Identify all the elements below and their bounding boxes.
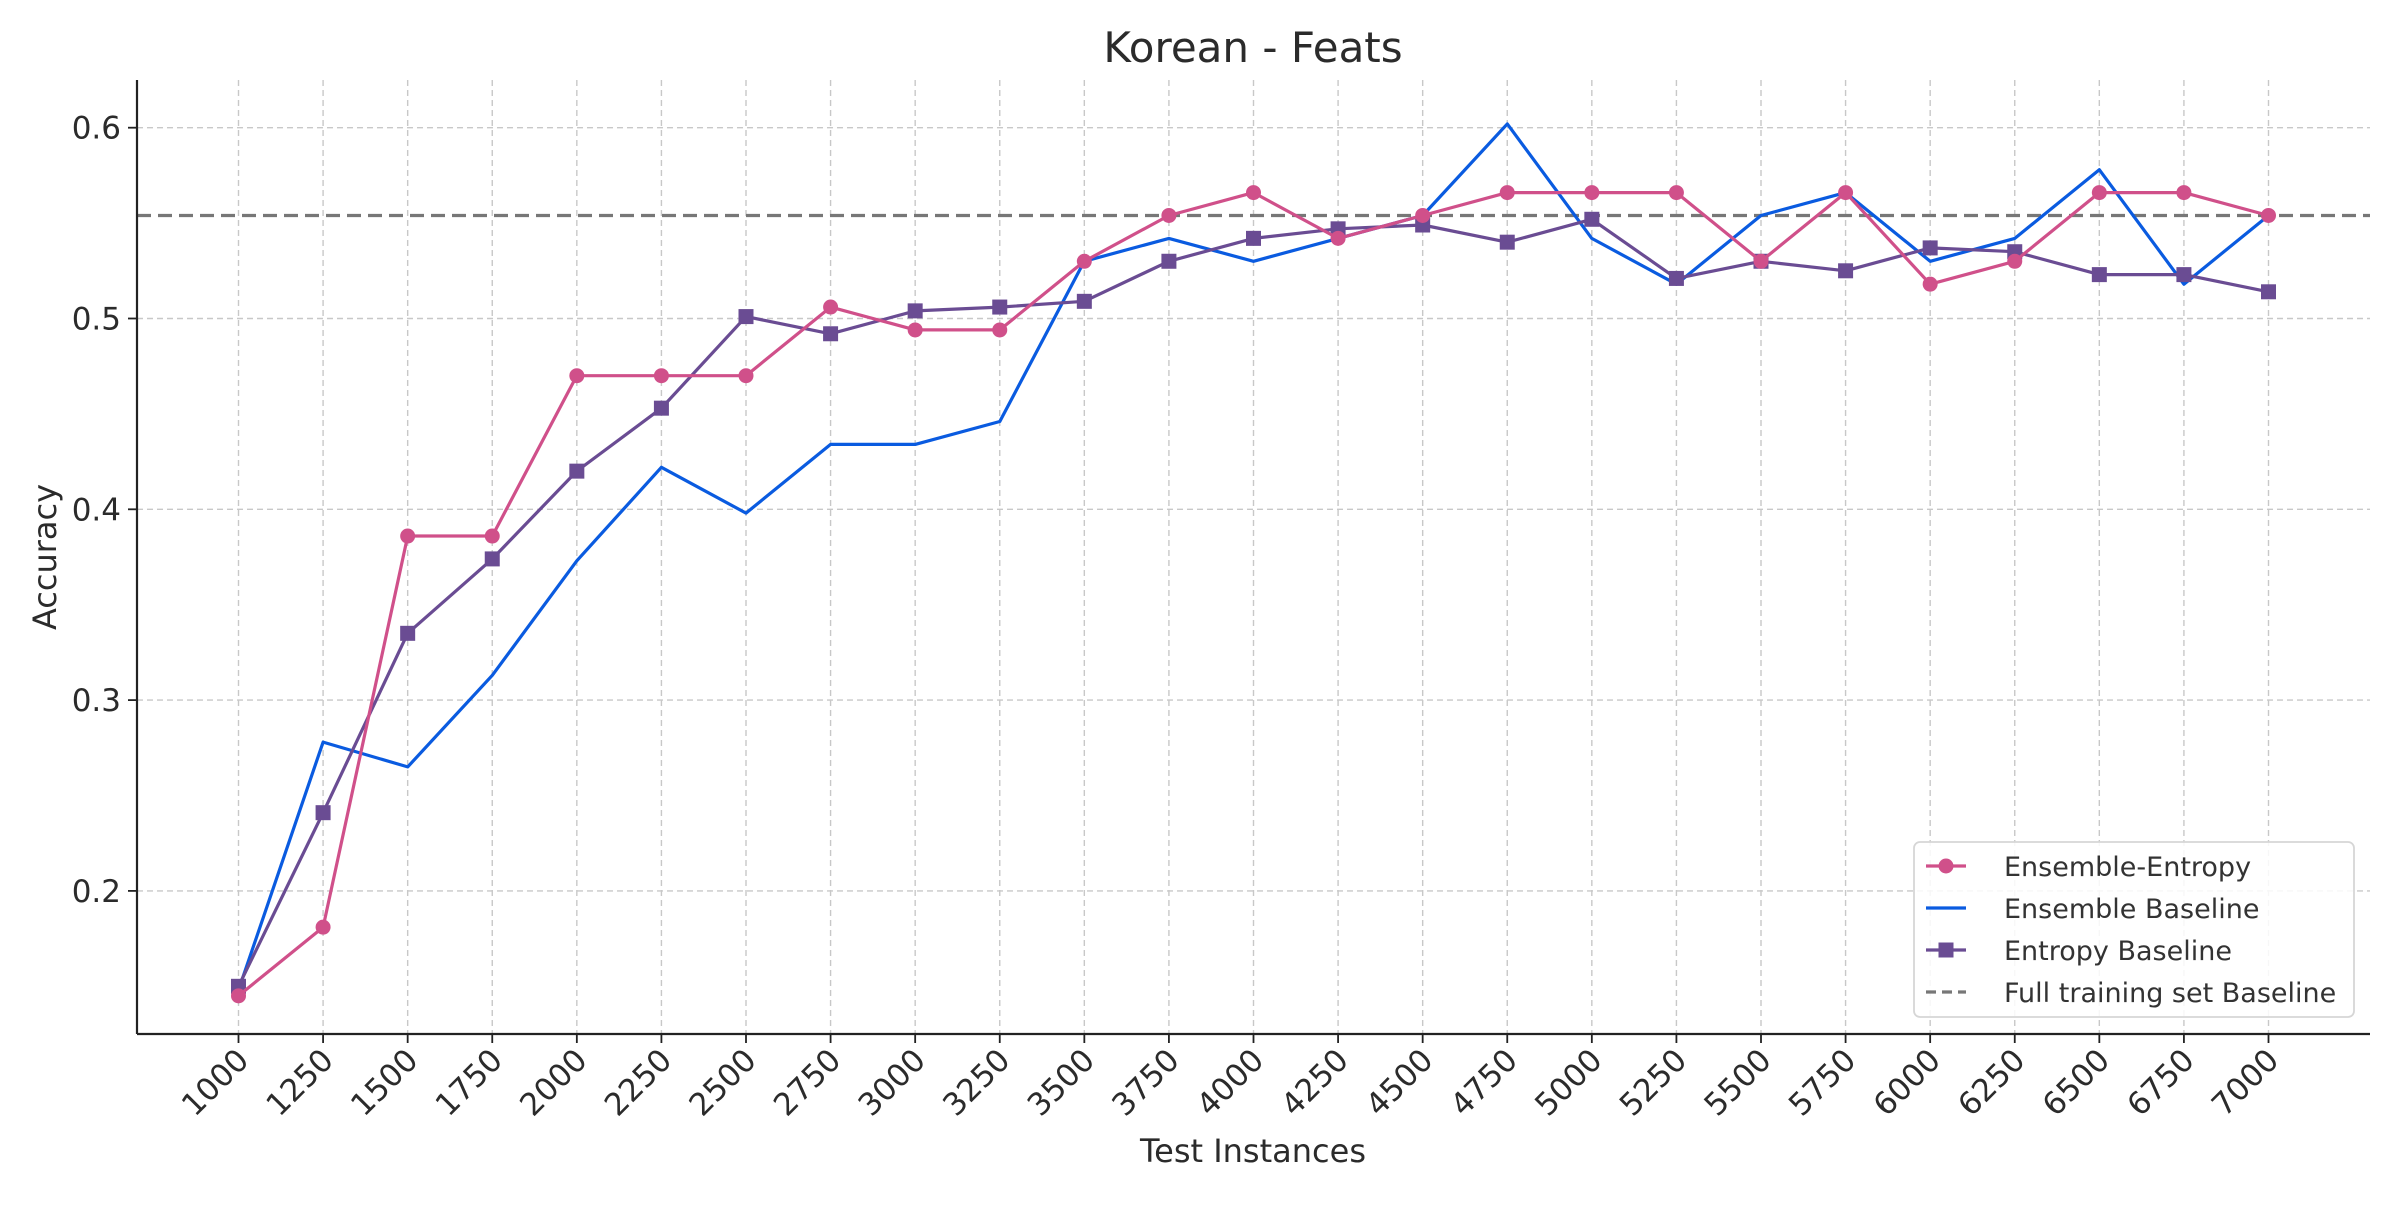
data-point — [1584, 185, 1600, 201]
data-point — [738, 368, 754, 384]
data-point — [315, 805, 331, 821]
data-point — [907, 322, 923, 338]
legend-label: Ensemble-Entropy — [2004, 852, 2251, 883]
data-point — [2091, 267, 2107, 283]
y-tick-label: 0.3 — [72, 683, 121, 719]
legend-marker — [1938, 858, 1954, 874]
data-point — [2176, 267, 2192, 283]
data-point — [1499, 234, 1515, 250]
series-layer — [231, 122, 2276, 1004]
data-point — [2007, 253, 2023, 269]
data-point — [1330, 230, 1346, 246]
data-point — [1668, 185, 1684, 201]
y-tick-label: 0.5 — [72, 302, 121, 338]
legend: Ensemble-Entropy Ensemble Baseline Entropy… — [1913, 841, 2355, 1018]
legend-entry: Full training set Baseline — [1926, 978, 2336, 1009]
series-ensemble-baseline — [236, 122, 2270, 991]
data-point — [1838, 185, 1854, 201]
data-point — [1161, 207, 1177, 223]
y-axis-label: Accuracy — [26, 484, 64, 630]
legend-marker — [1938, 942, 1954, 958]
data-point — [400, 625, 416, 641]
x-axis-label: Test Instances — [1139, 1132, 1366, 1170]
data-point — [738, 309, 754, 325]
data-point — [992, 299, 1008, 315]
y-tick-label: 0.6 — [72, 111, 121, 147]
y-tick-label: 0.4 — [72, 492, 121, 528]
data-point — [1753, 253, 1769, 269]
data-point — [1076, 253, 1092, 269]
data-point — [1246, 230, 1261, 246]
legend-label: Entropy Baseline — [2004, 936, 2232, 967]
legend-entry: Entropy Baseline — [1926, 936, 2232, 967]
data-point — [1922, 240, 1938, 256]
data-point — [1838, 263, 1854, 279]
legend-box — [1913, 841, 2355, 1018]
data-point — [569, 368, 585, 384]
legend-entry: Ensemble Baseline — [1926, 894, 2259, 925]
y-axis-ticks: 0.2 0.3 0.4 0.5 0.6 — [72, 111, 137, 910]
data-point — [569, 463, 585, 479]
data-point — [484, 551, 500, 567]
data-point — [823, 326, 839, 342]
data-point — [2091, 185, 2107, 201]
data-point — [907, 303, 923, 319]
data-point — [2261, 207, 2276, 223]
data-point — [1922, 276, 1938, 292]
data-point — [231, 988, 246, 1004]
data-point — [1668, 270, 1684, 286]
series-ensemble-entropy — [231, 185, 2276, 1004]
data-point — [653, 368, 669, 384]
data-point — [315, 919, 331, 935]
data-point — [1246, 185, 1261, 201]
grid — [137, 80, 2370, 1034]
data-point — [2261, 284, 2276, 300]
data-point — [1499, 185, 1515, 201]
chart-title: Korean - Feats — [1103, 23, 1402, 72]
data-point — [823, 299, 839, 315]
data-point — [1076, 293, 1092, 309]
legend-label: Full training set Baseline — [2004, 978, 2336, 1009]
data-point — [400, 528, 416, 544]
data-point — [484, 528, 500, 544]
y-tick-label: 0.2 — [72, 874, 121, 910]
data-point — [1161, 253, 1177, 269]
data-point — [1415, 207, 1431, 223]
legend-label: Ensemble Baseline — [2004, 894, 2259, 925]
data-point — [2176, 185, 2192, 201]
legend-entry: Ensemble-Entropy — [1926, 852, 2251, 883]
data-point — [653, 400, 669, 416]
data-point — [992, 322, 1008, 338]
data-point — [1584, 211, 1600, 227]
series-line — [236, 122, 2270, 991]
